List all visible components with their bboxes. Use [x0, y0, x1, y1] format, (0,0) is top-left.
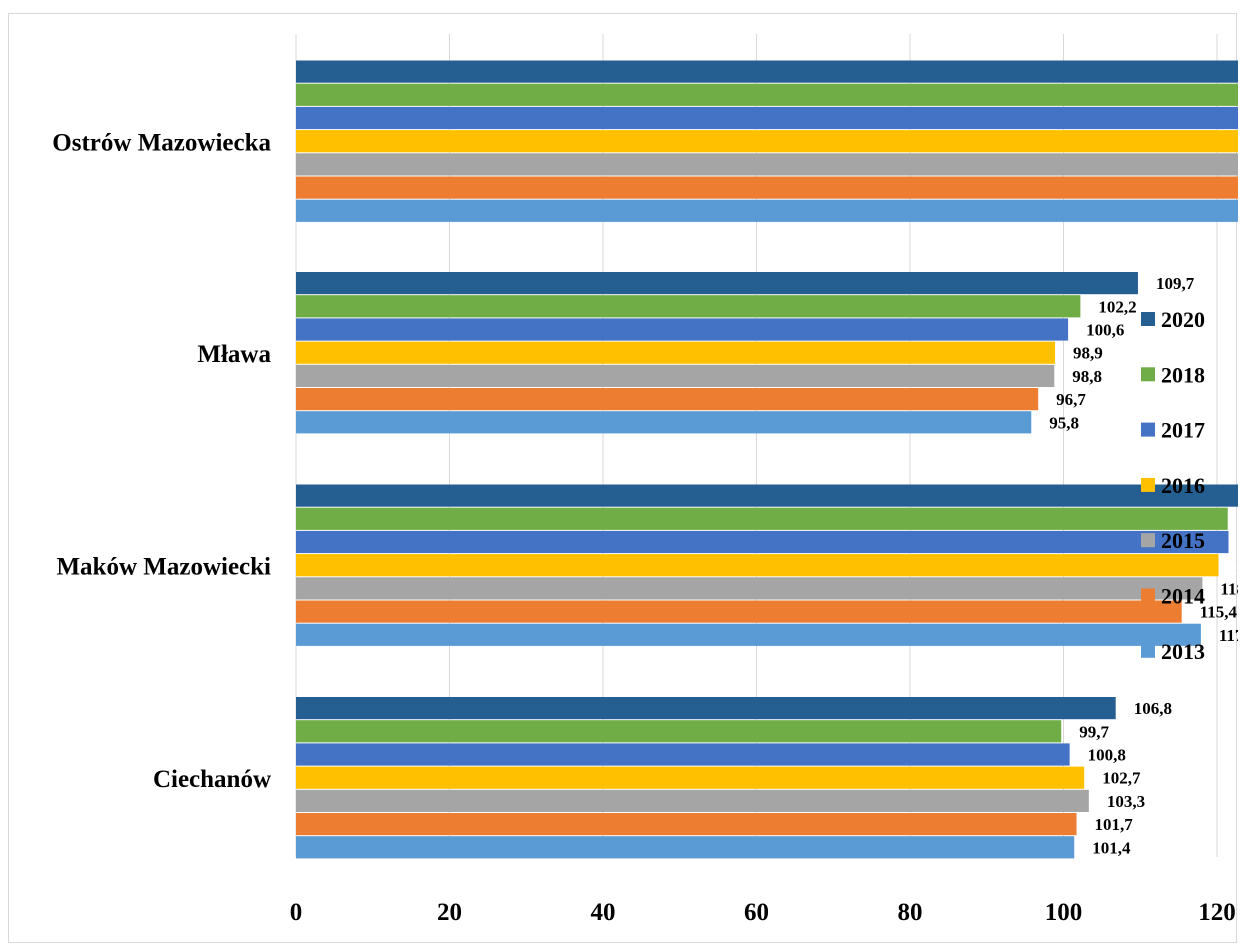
- bar: [296, 130, 1238, 153]
- bar: [296, 318, 1069, 341]
- bar: [296, 623, 1201, 646]
- legend-swatch: [1141, 643, 1155, 658]
- x-tick-label: 100: [1045, 899, 1083, 926]
- legend-label: 2014: [1161, 584, 1205, 609]
- bar: [296, 484, 1238, 507]
- category-label: Ciechanów: [153, 766, 271, 793]
- legend-swatch: [1141, 422, 1155, 437]
- bar: [296, 836, 1075, 859]
- x-tick-label: 120: [1198, 899, 1236, 926]
- data-label: 100,6: [1086, 321, 1124, 340]
- chart-frame: 139,5134,1133,6134,5135,3133,6133,9109,7…: [8, 13, 1238, 943]
- data-label: 98,9: [1073, 344, 1103, 363]
- data-label: 102,2: [1098, 297, 1136, 316]
- data-label: 115,4: [1200, 603, 1238, 622]
- x-tick-label: 20: [437, 899, 462, 926]
- bar: [296, 295, 1081, 318]
- bar: [296, 83, 1238, 106]
- data-label: 103,3: [1107, 792, 1145, 811]
- bar: [296, 577, 1203, 600]
- bars: [296, 60, 1238, 859]
- legend-swatch: [1141, 367, 1155, 382]
- x-tick-label: 0: [290, 899, 303, 926]
- data-label: 106,8: [1134, 699, 1172, 718]
- legend-swatch: [1141, 588, 1155, 603]
- bar: [296, 153, 1238, 176]
- bar: [296, 507, 1228, 530]
- data-label: 102,7: [1102, 769, 1141, 788]
- legend-label: 2013: [1161, 639, 1205, 664]
- bar-chart: 139,5134,1133,6134,5135,3133,6133,9109,7…: [52, 34, 1238, 926]
- bar: [296, 697, 1116, 720]
- x-tick-labels: 020406080100120140: [290, 899, 1236, 926]
- data-label: 109,7: [1156, 274, 1195, 293]
- bar: [296, 60, 1238, 83]
- bar: [296, 789, 1089, 812]
- bar: [296, 364, 1055, 387]
- x-tick-label: 60: [744, 899, 769, 926]
- bar: [296, 341, 1056, 364]
- bar: [296, 554, 1219, 577]
- bar: [296, 272, 1138, 295]
- bar: [296, 388, 1039, 411]
- data-label: 98,8: [1072, 367, 1102, 386]
- data-label: 95,8: [1049, 413, 1079, 432]
- data-labels: 139,5134,1133,6134,5135,3133,6133,9109,7…: [1049, 274, 1238, 857]
- bar: [296, 600, 1182, 623]
- legend-swatch: [1141, 477, 1155, 492]
- bar: [296, 530, 1229, 554]
- category-labels: Ostrów Mazowiecka Mława Maków Mazowiecki Ci…: [52, 130, 271, 794]
- legend-swatch: [1141, 312, 1155, 326]
- data-label: 118,1: [1220, 579, 1238, 598]
- legend-label: 2015: [1161, 528, 1205, 553]
- data-label: 117,9: [1219, 626, 1238, 645]
- legend: 2020 2018 2017 2016 2015 2014 2013: [1141, 307, 1205, 664]
- bar: [296, 106, 1238, 130]
- data-label: 120,2: [1237, 556, 1238, 575]
- legend-label: 2018: [1161, 362, 1205, 387]
- bar: [296, 411, 1032, 434]
- legend-label: 2017: [1161, 418, 1205, 443]
- bar: [296, 743, 1070, 766]
- data-label: 101,4: [1092, 838, 1131, 857]
- bar: [296, 766, 1085, 789]
- data-label: 99,7: [1079, 722, 1109, 741]
- bar: [296, 176, 1238, 199]
- bar: [296, 813, 1077, 836]
- legend-label: 2016: [1161, 473, 1205, 498]
- x-tick-label: 80: [898, 899, 923, 926]
- legend-label: 2020: [1161, 307, 1205, 332]
- data-label: 101,7: [1095, 815, 1134, 834]
- bar: [296, 199, 1238, 222]
- legend-swatch: [1141, 533, 1155, 548]
- data-label: 100,8: [1088, 746, 1126, 765]
- data-label: 96,7: [1056, 390, 1086, 409]
- bar: [296, 720, 1062, 743]
- x-tick-label: 40: [591, 899, 616, 926]
- category-label: Ostrów Mazowiecka: [52, 130, 271, 157]
- category-label: Maków Mazowiecki: [56, 554, 271, 581]
- category-label: Mława: [197, 341, 271, 368]
